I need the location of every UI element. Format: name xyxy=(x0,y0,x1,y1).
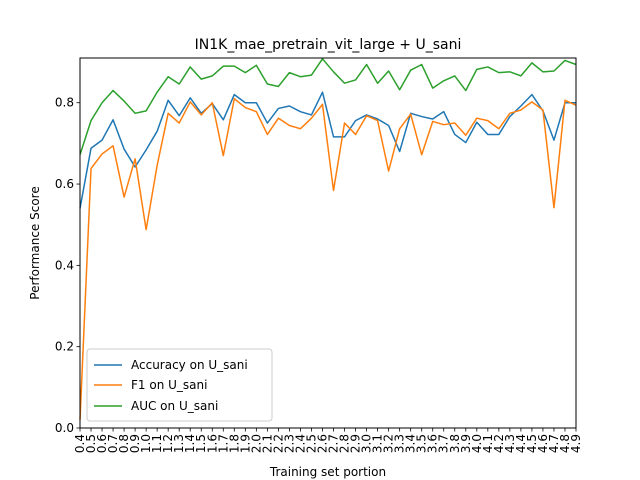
x-tick-label: 2.2 xyxy=(271,434,285,453)
x-tick-label: 1.6 xyxy=(205,434,219,453)
x-tick-label: 3.6 xyxy=(426,434,440,453)
series-layer xyxy=(79,58,577,420)
x-tick-label: 2.9 xyxy=(349,434,363,453)
legend-label-accuracy: Accuracy on U_sani xyxy=(131,358,248,372)
x-tick-label: 4.6 xyxy=(536,434,550,453)
x-tick-label: 2.8 xyxy=(338,434,352,453)
x-tick-label: 1.2 xyxy=(161,434,175,453)
x-tick-label: 1.9 xyxy=(238,434,252,453)
y-tick-label: 0.0 xyxy=(55,421,74,435)
x-tick-label: 1.7 xyxy=(216,434,230,453)
x-tick-label: 0.9 xyxy=(128,434,142,453)
x-tick-label: 4.4 xyxy=(514,434,528,453)
plot-area-frame xyxy=(79,57,577,429)
y-axis: 0.0 0.2 0.4 0.6 0.8 xyxy=(55,96,80,435)
x-tick-label: 3.5 xyxy=(415,434,429,453)
x-tick-label: 2.3 xyxy=(282,434,296,453)
y-tick-label: 0.2 xyxy=(55,340,74,354)
series-line-2 xyxy=(79,58,577,156)
x-tick-label: 4.7 xyxy=(547,434,561,453)
legend-label-f1: F1 on U_sani xyxy=(131,378,207,392)
series-line-1 xyxy=(79,97,577,420)
x-axis-label: Training set portion xyxy=(269,465,386,479)
x-tick-label: 2.6 xyxy=(315,434,329,453)
x-tick-label: 3.8 xyxy=(448,434,462,453)
x-tick-label: 3.4 xyxy=(404,434,418,453)
series-line-0 xyxy=(79,91,576,209)
x-tick-label: 4.3 xyxy=(503,434,517,453)
x-tick-label: 0.7 xyxy=(106,434,120,453)
x-tick-label: 0.6 xyxy=(95,434,109,453)
x-tick-label: 1.1 xyxy=(150,434,164,453)
x-tick-label: 0.8 xyxy=(117,434,131,453)
legend: Accuracy on U_sani F1 on U_sani AUC on U… xyxy=(86,348,273,422)
legend-box xyxy=(86,348,273,422)
x-tick-label: 3.3 xyxy=(393,434,407,453)
x-tick-label: 1.4 xyxy=(183,434,197,453)
x-tick-label: 4.9 xyxy=(569,434,583,453)
chart-title: IN1K_mae_pretrain_vit_large + U_sani xyxy=(195,37,462,53)
y-axis-label: Performance Score xyxy=(28,186,42,299)
x-tick-label: 0.4 xyxy=(73,434,87,453)
x-tick-label: 4.5 xyxy=(525,434,539,453)
y-tick-label: 0.8 xyxy=(55,96,74,110)
x-tick-label: 2.5 xyxy=(304,434,318,453)
x-tick-label: 0.5 xyxy=(84,434,98,453)
x-tick-label: 1.3 xyxy=(172,434,186,453)
x-tick-label: 2.1 xyxy=(260,434,274,453)
x-tick-label: 4.8 xyxy=(558,434,572,453)
x-tick-label: 3.0 xyxy=(360,434,374,453)
x-tick-label: 4.2 xyxy=(492,434,506,453)
x-tick-label: 3.2 xyxy=(382,434,396,453)
y-tick-label: 0.4 xyxy=(55,258,74,272)
x-tick-label: 2.7 xyxy=(327,434,341,453)
x-tick-label: 2.4 xyxy=(293,434,307,453)
x-tick-label: 4.1 xyxy=(481,434,495,453)
x-axis: 0.40.50.60.70.80.91.01.11.21.31.41.51.61… xyxy=(73,428,583,453)
x-tick-label: 2.0 xyxy=(249,434,263,453)
x-tick-label: 3.7 xyxy=(437,434,451,453)
y-tick-label: 0.6 xyxy=(55,177,74,191)
legend-label-auc: AUC on U_sani xyxy=(131,399,218,413)
x-tick-label: 4.0 xyxy=(470,434,484,453)
x-tick-label: 1.5 xyxy=(194,434,208,453)
x-tick-label: 3.9 xyxy=(459,434,473,453)
x-tick-label: 1.0 xyxy=(139,434,153,453)
x-tick-label: 1.8 xyxy=(227,434,241,453)
x-tick-label: 3.1 xyxy=(371,434,385,453)
